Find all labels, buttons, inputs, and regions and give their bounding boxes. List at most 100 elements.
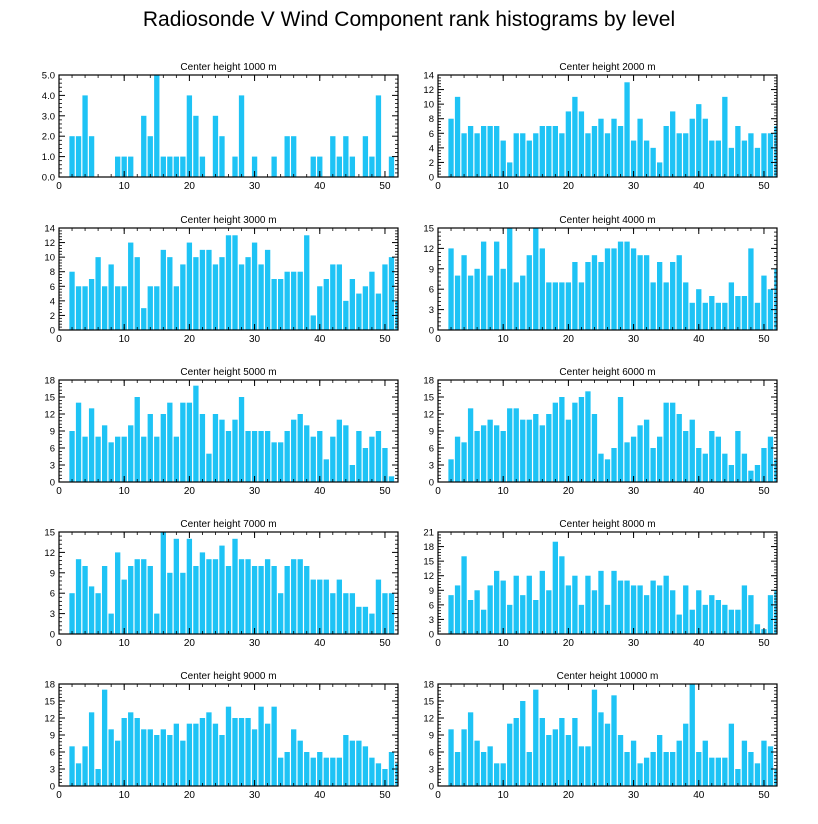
histogram-bar	[656, 262, 663, 330]
histogram-bar	[454, 436, 461, 482]
histogram-bar	[696, 752, 702, 786]
y-tick-label: 0	[50, 630, 55, 641]
histogram-bar	[520, 133, 526, 177]
histogram-bar	[238, 718, 245, 786]
y-tick-label: 12	[423, 410, 434, 421]
histogram-bar	[251, 156, 258, 177]
histogram-bar	[154, 286, 160, 330]
x-tick-label: 50	[758, 790, 770, 801]
histogram-bar	[317, 286, 323, 330]
histogram-bar	[343, 136, 349, 177]
histogram-bar	[500, 268, 506, 330]
histogram-bar	[467, 712, 474, 786]
histogram-bar	[75, 763, 82, 786]
histogram-bar	[630, 740, 637, 786]
histogram-bar	[95, 257, 101, 330]
histogram-bar	[310, 436, 316, 482]
histogram-bar	[375, 763, 382, 786]
histogram-bar	[160, 414, 166, 482]
histogram-bar	[487, 585, 493, 634]
histogram-bar	[69, 431, 75, 482]
y-tick-label: 12	[423, 85, 434, 96]
histogram-bar	[546, 735, 552, 786]
y-tick-label: 0	[429, 630, 434, 641]
histogram-bar	[245, 718, 251, 786]
histogram-bar	[147, 414, 153, 482]
histogram-bar	[199, 156, 206, 177]
histogram-bar	[284, 431, 290, 482]
histogram-bar	[180, 264, 186, 330]
y-tick-label: 4	[429, 143, 434, 154]
y-tick-label: 3	[50, 765, 55, 776]
histogram-bar	[494, 425, 500, 482]
histogram-bar	[728, 465, 735, 482]
histogram-bar	[277, 593, 284, 634]
histogram-bar	[676, 614, 682, 634]
histogram-bar	[774, 126, 777, 177]
histogram-bar	[546, 126, 552, 177]
histogram-bar	[75, 286, 82, 330]
histogram-bar	[193, 723, 199, 786]
x-tick-label: 30	[249, 790, 261, 801]
histogram-bar	[683, 723, 689, 786]
histogram-bar	[643, 255, 650, 330]
histogram-bar	[611, 448, 617, 482]
histogram-bar	[617, 580, 624, 634]
x-tick-label: 50	[758, 486, 770, 497]
histogram-bar	[69, 746, 75, 786]
histogram-bar	[232, 235, 238, 330]
histogram-bar	[533, 600, 539, 634]
histogram-bar	[643, 419, 650, 482]
histogram-bar	[343, 300, 349, 330]
y-tick-label: 6	[50, 444, 55, 455]
y-tick-label: 0	[429, 782, 434, 793]
histogram-bar	[82, 286, 88, 330]
x-tick-label: 50	[379, 486, 391, 497]
histogram-bar	[670, 111, 676, 177]
x-tick-label: 10	[498, 638, 510, 649]
histogram-bar	[310, 315, 316, 330]
histogram-bar	[134, 559, 140, 634]
x-tick-label: 30	[628, 790, 640, 801]
histogram-bar	[637, 585, 643, 634]
histogram-bar	[336, 264, 342, 330]
histogram-bar	[173, 156, 180, 177]
y-tick-label: 8	[429, 114, 434, 125]
histogram-bar	[507, 162, 513, 177]
histogram-bar	[115, 286, 121, 330]
histogram-bar	[559, 718, 565, 786]
panel-title: Center height 7000 m	[180, 519, 276, 530]
histogram-bar	[709, 757, 715, 786]
histogram-bar	[656, 585, 663, 634]
histogram-bar	[291, 419, 297, 482]
histogram-bar	[702, 302, 708, 330]
panel-5: Center height 5000 m 0 10 20 30 40 50 0 3 6 9 12 15 1…	[44, 367, 399, 497]
histogram-bar	[199, 718, 206, 786]
histogram-bar	[238, 397, 245, 482]
histogram-bar	[585, 391, 591, 482]
histogram-bar	[291, 559, 297, 634]
histogram-bar	[310, 156, 316, 177]
histogram-bar	[670, 590, 676, 634]
histogram-bar	[748, 133, 754, 177]
histogram-bar	[173, 286, 180, 330]
histogram-bar	[617, 397, 624, 482]
histogram-bar	[598, 453, 604, 482]
histogram-bar	[676, 255, 682, 330]
histogram-bar	[225, 566, 232, 634]
histogram-bar	[258, 566, 264, 634]
histogram-bar	[774, 268, 777, 330]
panel-2: Center height 2000 m 0 10 20 30 40 50 0 2 4 6 8 10 12…	[423, 62, 778, 192]
y-tick-label: 15	[44, 528, 55, 539]
histogram-bar	[480, 241, 487, 330]
x-tick-label: 30	[249, 181, 261, 192]
histogram-bar	[774, 459, 777, 482]
x-tick-label: 40	[314, 486, 326, 497]
histogram-bar	[598, 262, 604, 330]
histogram-bar	[271, 156, 277, 177]
histogram-bar	[82, 746, 88, 786]
histogram-bar	[480, 425, 487, 482]
histogram-bar	[317, 752, 323, 786]
histogram-bar	[546, 282, 552, 330]
histogram-bar	[375, 431, 382, 482]
